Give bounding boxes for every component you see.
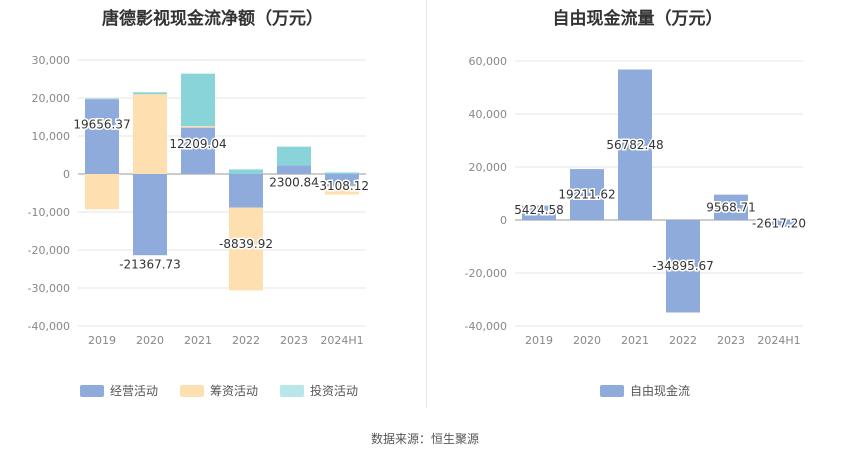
data-label: 19656.37 xyxy=(73,118,130,132)
y-tick-label: 20,000 xyxy=(32,92,71,105)
x-tick-label: 2023 xyxy=(717,334,745,347)
data-label: -34895.67 xyxy=(652,259,714,273)
legend-item-operating[interactable]: 经营活动 xyxy=(80,382,158,399)
x-tick-label: 2019 xyxy=(88,334,116,347)
legend: 经营活动 筹资活动 投资活动 xyxy=(80,382,358,399)
y-tick-label: 0 xyxy=(500,214,507,227)
data-label: 19211.62 xyxy=(558,188,615,202)
cashflow-net-chart: 30,000 20,000 10,000 0 -10,000 -20,000 -30,000… xyxy=(28,54,371,347)
x-tick-label: 2024H1 xyxy=(757,334,800,347)
free-cashflow-chart-panel: 自由现金流量（万元） 60,000 40,000 20,000 0 -20,000 -40… xyxy=(425,0,850,420)
bar xyxy=(325,185,359,195)
x-tick-label: 2023 xyxy=(280,334,308,347)
x-tick-label: 2024H1 xyxy=(320,334,363,347)
legend-label: 经营活动 xyxy=(110,384,159,398)
y-tick-label: -10,000 xyxy=(28,206,70,219)
legend-label: 自由现金流 xyxy=(630,384,691,398)
bar xyxy=(762,220,796,227)
x-tick-label: 2021 xyxy=(184,334,212,347)
y-tick-label: -20,000 xyxy=(465,267,507,280)
data-label: -8839.92 xyxy=(219,237,273,251)
data-source: 数据来源：恒生聚源 xyxy=(370,432,479,446)
bar xyxy=(85,99,119,174)
chart-title: 自由现金流量（万元） xyxy=(552,9,723,29)
bar xyxy=(133,92,167,95)
y-tick-label: -40,000 xyxy=(465,320,507,333)
panel-divider xyxy=(426,0,427,408)
y-tick-label: 0 xyxy=(63,168,70,181)
bar xyxy=(229,207,263,291)
data-label: -3108.12 xyxy=(315,179,369,193)
bar xyxy=(85,98,119,100)
data-label: 9568.71 xyxy=(706,200,756,214)
data-label: -2617.20 xyxy=(752,216,806,230)
data-label: 12209.04 xyxy=(169,137,226,151)
legend-item-free-cashflow[interactable]: 自由现金流 xyxy=(600,382,690,399)
bar xyxy=(522,205,556,220)
legend-label: 投资活动 xyxy=(310,384,359,398)
legend-swatch xyxy=(180,384,205,397)
legend-swatch xyxy=(80,384,104,397)
bar xyxy=(714,194,748,220)
legend-item-investing[interactable]: 投资活动 xyxy=(280,382,358,399)
y-tick-label: 20,000 xyxy=(469,161,508,174)
bar xyxy=(181,127,215,174)
legend-item-financing[interactable]: 筹资活动 xyxy=(180,382,258,399)
legend: 自由现金流 xyxy=(600,382,690,399)
y-tick-label: 40,000 xyxy=(469,108,508,121)
x-tick-label: 2020 xyxy=(573,334,601,347)
data-label: 5424.58 xyxy=(514,203,564,217)
bar xyxy=(277,165,311,174)
y-tick-label: -20,000 xyxy=(28,244,70,257)
bar xyxy=(277,146,311,166)
bar xyxy=(229,174,263,208)
x-tick-label: 2022 xyxy=(669,334,697,347)
x-tick-label: 2022 xyxy=(232,334,260,347)
bar xyxy=(618,69,652,220)
bar xyxy=(325,174,359,186)
data-label: 56782.48 xyxy=(606,138,663,152)
bar xyxy=(133,174,167,256)
bar xyxy=(181,126,215,128)
bar xyxy=(666,220,700,313)
bar xyxy=(181,73,215,127)
bar xyxy=(570,169,604,220)
y-tick-label: -30,000 xyxy=(28,282,70,295)
legend-label: 筹资活动 xyxy=(210,384,259,398)
y-tick-label: 30,000 xyxy=(32,54,71,67)
x-tick-label: 2020 xyxy=(136,334,164,347)
free-cashflow-chart: 60,000 40,000 20,000 0 -20,000 -40,000 2019 202… xyxy=(465,55,808,347)
data-label: -21367.73 xyxy=(119,258,181,272)
legend-swatch xyxy=(600,384,624,397)
bar xyxy=(325,172,359,174)
y-tick-label: 10,000 xyxy=(32,130,71,143)
chart-title: 唐德影视现金流净额（万元） xyxy=(102,9,323,29)
x-tick-label: 2019 xyxy=(525,334,553,347)
bar xyxy=(229,169,263,174)
cashflow-net-chart-panel: 唐德影视现金流净额（万元） 30,000 20,000 10,000 0 -10,000… xyxy=(0,0,425,420)
bar xyxy=(85,174,119,210)
legend-swatch xyxy=(280,384,305,397)
y-tick-label: -40,000 xyxy=(28,320,70,333)
x-tick-label: 2021 xyxy=(621,334,649,347)
data-label: 2300.84 xyxy=(269,176,319,190)
bar xyxy=(133,94,167,174)
y-tick-label: 60,000 xyxy=(469,55,508,68)
